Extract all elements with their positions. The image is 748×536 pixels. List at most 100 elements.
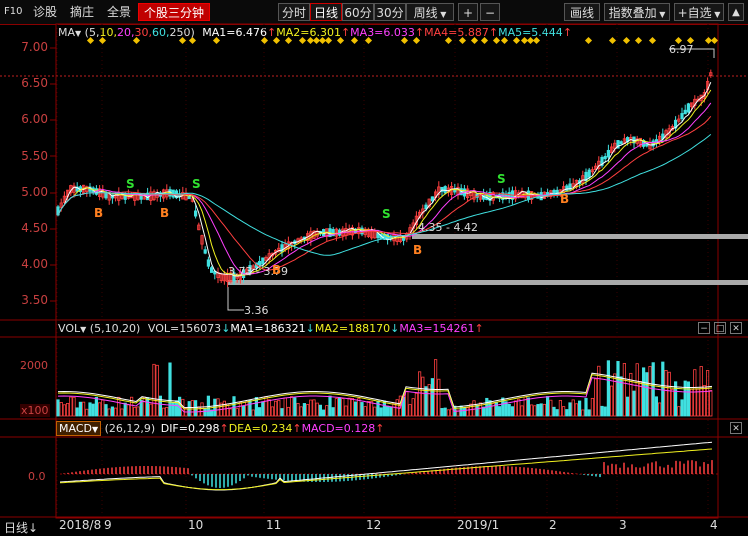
buy-signal: B [560, 192, 570, 206]
minimize-pane-button[interactable]: − [698, 322, 710, 334]
support-band [228, 280, 748, 285]
restore-pane-button[interactable]: □ [714, 322, 726, 334]
volume-bar [686, 381, 691, 417]
volume-bar [321, 409, 326, 417]
volume-bar [145, 397, 150, 417]
zoom-in-button[interactable]: + [458, 3, 478, 21]
moving-average-line [57, 89, 712, 276]
volume-bar [72, 396, 76, 417]
chevron-down-icon: ▼ [91, 425, 99, 434]
close-pane-button[interactable]: ✕ [730, 322, 742, 334]
volume-bar [382, 400, 387, 417]
stock-three-min-button[interactable]: 个股三分钟 [138, 3, 210, 21]
volume-bar [94, 396, 98, 417]
date-tick: 10 [188, 518, 204, 532]
volume-bar [379, 407, 383, 417]
add-watchlist-dropdown[interactable]: +自选 ▼ [674, 3, 724, 21]
volume-bar [66, 403, 70, 417]
volume-bar [286, 406, 291, 417]
volume-bar [398, 395, 403, 417]
ma-indicator-name[interactable]: MA [58, 26, 76, 39]
diagnose-button[interactable]: 诊股 [33, 5, 58, 19]
f10-button[interactable]: F10 [4, 6, 23, 17]
high-marker-line [669, 48, 715, 58]
candle-body [331, 229, 335, 237]
volume-bar [117, 396, 121, 417]
candle-body [590, 169, 595, 173]
intraday-tab[interactable]: 分时 [278, 3, 310, 21]
volume-bar [142, 396, 146, 417]
candle-body [699, 94, 703, 101]
volume-bar [69, 396, 73, 417]
price-tick: 3.50 [21, 293, 48, 308]
volume-bar [376, 400, 380, 417]
volume-bar [488, 400, 492, 417]
draw-line-button[interactable]: 画线 [564, 3, 600, 21]
volume-bar [661, 361, 665, 417]
volume-bar [360, 402, 364, 417]
moving-average-line [57, 102, 712, 275]
volume-bar [411, 398, 415, 417]
volume-bar [481, 406, 486, 417]
low-marker-line [227, 287, 244, 311]
close-macd-pane-button[interactable]: ✕ [730, 422, 742, 434]
volume-ma-line [57, 377, 713, 413]
collapse-button[interactable]: ▲ [728, 3, 744, 21]
volume-bar [193, 400, 198, 417]
scrape-button[interactable]: 摘庄 [70, 5, 95, 19]
buy-signal: B [413, 243, 423, 257]
price-tick: 4.00 [21, 257, 48, 272]
volume-bar [209, 409, 214, 417]
vol-params: (5,10,20) [89, 322, 141, 335]
chevron-down-icon: ▼ [656, 10, 666, 19]
volume-bar [475, 404, 479, 417]
candle-body [430, 196, 435, 202]
volume-bar [501, 397, 505, 417]
buy-signal: B [272, 263, 282, 277]
daily-tab[interactable]: 日线 [310, 3, 342, 21]
period-selector[interactable]: 日线↓ [4, 519, 38, 536]
candle-body [197, 224, 201, 231]
volume-bar [257, 407, 262, 417]
volume-bar [613, 373, 617, 417]
volume-bar [533, 405, 537, 417]
macd-value: MACD=0.128 [301, 422, 376, 435]
weekly-dropdown[interactable]: 周线 ▼ [406, 3, 454, 21]
price-tick: 7.00 [21, 40, 48, 54]
volume-bar [299, 406, 303, 417]
volume-bar [658, 402, 662, 417]
macd-indicator-name[interactable]: MACD▼ [56, 421, 102, 436]
chevron-down-icon: ▼ [80, 325, 87, 334]
volume-bar [353, 401, 358, 417]
volume-bar [565, 409, 569, 417]
panorama-button[interactable]: 全景 [107, 5, 132, 19]
vol-indicator-name[interactable]: VOL [58, 322, 81, 335]
volume-bar [677, 406, 681, 417]
min30-tab[interactable]: 30分 [374, 3, 406, 21]
volume-bar [248, 400, 252, 417]
min60-tab[interactable]: 60分 [342, 3, 374, 21]
dea-value: DEA=0.234 [228, 422, 293, 435]
volume-ma-line [57, 372, 713, 409]
volume-bar [427, 384, 431, 417]
zoom-out-button[interactable]: − [480, 3, 500, 21]
index-overlay-dropdown[interactable]: 指数叠加 ▼ [604, 3, 670, 21]
volume-bar [312, 399, 316, 417]
volume-bar [680, 399, 684, 417]
volume-bar [421, 376, 425, 417]
ma-param: 10, [99, 26, 117, 39]
candle-body [193, 210, 198, 217]
volume-bar [603, 406, 607, 417]
volume-bar [437, 378, 441, 417]
volume-bar [446, 409, 451, 417]
volume-bar [510, 406, 515, 417]
volume-bar [251, 409, 255, 417]
mid-range-label: 4.35 - 4.42 [418, 221, 478, 234]
price-tick: 4.50 [21, 221, 48, 235]
volume-bar [478, 402, 483, 417]
volume-bar [449, 408, 454, 417]
volume-bar [337, 397, 342, 417]
candle-body [62, 195, 67, 203]
volume-bar [302, 403, 307, 417]
